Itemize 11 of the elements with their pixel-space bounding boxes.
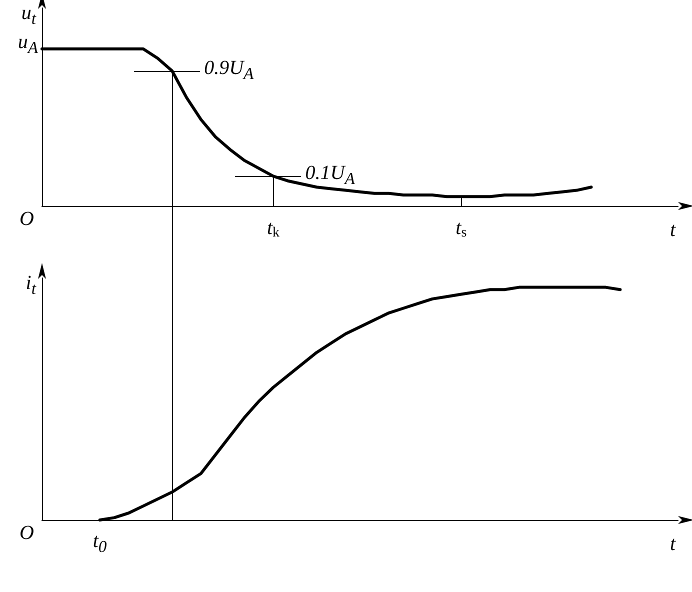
text: O [20, 208, 34, 230]
text: t [670, 533, 676, 555]
annotation: 0.1U$_{A}$ [305, 162, 355, 190]
text: i [26, 272, 32, 294]
x-axis-title: t [670, 219, 676, 241]
annotation: 0.9U$_{A}$ [204, 56, 254, 85]
x-axis-title: t [31, 279, 36, 298]
text: u$_{A}$ [18, 30, 38, 59]
y-axis-title: u$_{t}$ [21, 2, 36, 30]
text: O [20, 522, 34, 544]
text: t$_{0}$ [92, 530, 107, 558]
